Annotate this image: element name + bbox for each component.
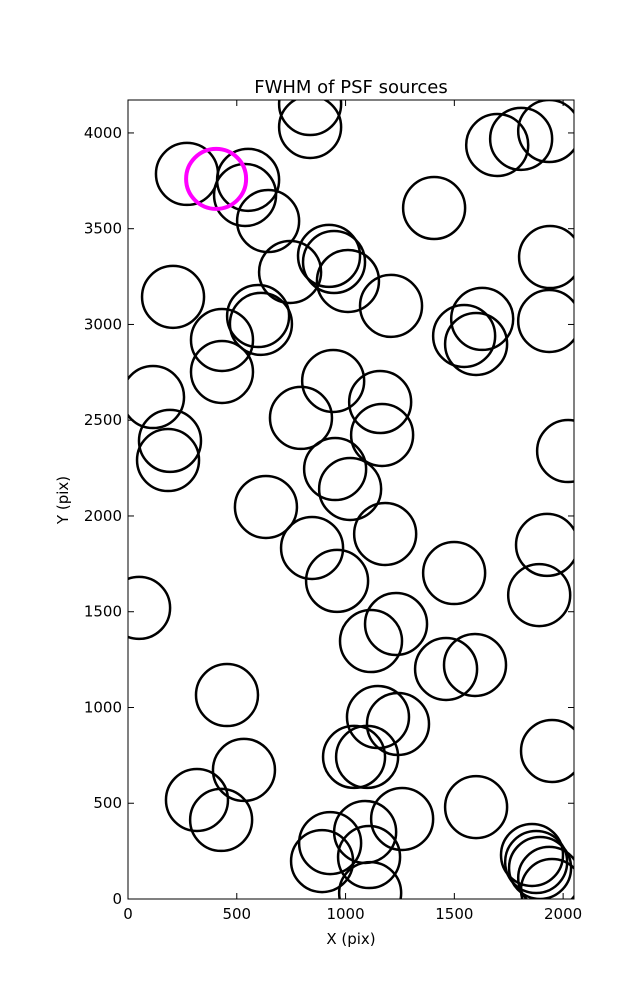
source-circle	[297, 810, 363, 876]
source-circle	[277, 100, 343, 160]
source-circle	[514, 512, 574, 578]
source-circle	[519, 857, 574, 899]
source-circle	[235, 188, 301, 254]
source-circle	[189, 307, 255, 373]
x-tick-label: 500	[222, 905, 251, 923]
source-circle	[338, 608, 404, 674]
source-circle	[443, 774, 509, 840]
source-circle	[225, 283, 291, 349]
source-circle	[499, 822, 565, 888]
source-circle	[517, 224, 574, 290]
source-circle	[296, 223, 362, 289]
source-circle	[137, 408, 203, 474]
source-circle	[228, 291, 294, 357]
axes-frame	[127, 99, 575, 900]
source-circle	[336, 824, 402, 890]
source-circle	[277, 100, 343, 137]
source-circle	[212, 162, 278, 228]
source-circle	[301, 229, 367, 295]
y-tick-label: 3500	[84, 220, 122, 238]
source-circle	[300, 348, 366, 414]
source-circle	[464, 112, 530, 178]
source-circle	[443, 311, 509, 377]
source-circle	[211, 737, 277, 803]
source-circle	[279, 515, 345, 581]
source-circle	[194, 662, 260, 728]
source-circle	[233, 474, 299, 540]
source-circle	[315, 248, 381, 314]
source-circle	[257, 239, 323, 305]
x-axis-label: X (pix)	[326, 930, 375, 948]
source-circle	[449, 286, 515, 352]
source-circle	[128, 575, 172, 641]
x-tick-label: 1000	[326, 905, 364, 923]
x-tick-label: 2000	[544, 905, 582, 923]
source-circle	[347, 369, 413, 435]
y-axis-label: Y (pix)	[54, 476, 72, 525]
plot-area	[128, 100, 574, 899]
source-circle	[189, 339, 255, 405]
source-circle	[337, 860, 403, 899]
source-circle	[488, 106, 554, 172]
source-circle	[421, 540, 487, 606]
y-tick-label: 2500	[84, 411, 122, 429]
y-tick-label: 1500	[84, 603, 122, 621]
source-circle	[128, 364, 186, 430]
source-circle	[188, 787, 254, 853]
source-circle	[516, 845, 574, 899]
y-tick-label: 2000	[84, 507, 122, 525]
source-circle	[442, 632, 508, 698]
source-circle	[321, 724, 387, 790]
chart-title: FWHM of PSF sources	[254, 77, 448, 98]
source-circle	[413, 636, 479, 702]
source-circle	[304, 548, 370, 614]
x-tick-label: 1500	[435, 905, 473, 923]
source-circle	[352, 501, 418, 567]
source-circle	[135, 427, 201, 493]
source-circle	[317, 456, 383, 522]
y-tick-label: 0	[112, 890, 122, 908]
source-circle	[349, 402, 415, 468]
source-circle	[369, 786, 435, 852]
y-tick-label: 4000	[84, 124, 122, 142]
source-circle	[519, 718, 574, 784]
y-tick-label: 1000	[84, 698, 122, 716]
source-circle	[140, 264, 206, 330]
y-tick-label: 3000	[84, 315, 122, 333]
source-circle	[506, 562, 572, 628]
source-circle	[431, 303, 497, 369]
source-circle	[401, 175, 467, 241]
source-circle	[302, 436, 368, 502]
source-circle	[358, 273, 424, 339]
source-circle	[268, 385, 334, 451]
source-circle	[516, 288, 574, 354]
source-circle	[184, 146, 249, 211]
x-tick-label: 0	[123, 905, 133, 923]
y-tick-label: 500	[93, 794, 122, 812]
source-circle	[334, 724, 400, 790]
source-circle	[363, 591, 429, 657]
source-circle	[164, 767, 230, 833]
source-circle	[289, 828, 355, 894]
